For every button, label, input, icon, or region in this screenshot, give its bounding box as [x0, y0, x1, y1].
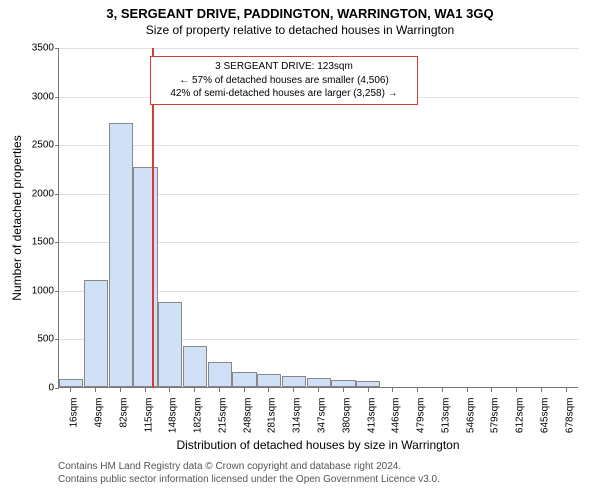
y-tick-label: 0	[14, 383, 54, 394]
bar	[356, 381, 380, 387]
bar	[282, 376, 306, 387]
bar	[109, 123, 133, 387]
bar	[208, 362, 232, 387]
x-tick-mark	[169, 388, 170, 392]
y-tick-label: 2000	[14, 188, 54, 199]
x-tick-mark	[318, 388, 319, 392]
x-axis-label: Distribution of detached houses by size …	[58, 438, 578, 452]
y-tick-label: 3500	[14, 43, 54, 54]
y-tick-mark	[55, 48, 59, 49]
y-tick-label: 3000	[14, 91, 54, 102]
x-tick-label: 678sqm	[564, 398, 575, 434]
x-tick-label: 347sqm	[317, 398, 328, 434]
x-tick-label: 380sqm	[341, 398, 352, 434]
grid-line	[59, 48, 579, 49]
x-tick-label: 413sqm	[366, 398, 377, 434]
x-tick-mark	[70, 388, 71, 392]
page-subtitle: Size of property relative to detached ho…	[0, 21, 600, 37]
bar	[183, 346, 207, 387]
x-tick-label: 49sqm	[94, 398, 105, 428]
x-tick-label: 82sqm	[118, 398, 129, 428]
x-tick-label: 248sqm	[242, 398, 253, 434]
y-tick-mark	[55, 97, 59, 98]
x-tick-mark	[145, 388, 146, 392]
x-tick-mark	[95, 388, 96, 392]
x-tick-mark	[343, 388, 344, 392]
bar	[59, 379, 83, 387]
chart-area: 3 SERGEANT DRIVE: 123sqm ← 57% of detach…	[58, 48, 578, 388]
y-tick-mark	[55, 145, 59, 146]
x-tick-label: 115sqm	[143, 398, 154, 433]
bar	[331, 380, 355, 387]
x-tick-label: 479sqm	[416, 398, 427, 434]
x-tick-label: 579sqm	[490, 398, 501, 434]
annotation-line1: 3 SERGEANT DRIVE: 123sqm	[159, 60, 409, 74]
bar	[133, 167, 157, 387]
x-tick-label: 314sqm	[292, 398, 303, 434]
bar	[257, 374, 281, 387]
x-tick-mark	[516, 388, 517, 392]
y-tick-label: 500	[14, 334, 54, 345]
y-tick-label: 2500	[14, 140, 54, 151]
y-axis-label: Number of detached properties	[10, 135, 24, 300]
x-tick-label: 281sqm	[267, 398, 278, 434]
y-tick-label: 1500	[14, 237, 54, 248]
y-tick-mark	[55, 339, 59, 340]
annotation-line3: 42% of semi-detached houses are larger (…	[159, 87, 409, 101]
y-tick-mark	[55, 291, 59, 292]
x-tick-mark	[244, 388, 245, 392]
x-tick-label: 446sqm	[391, 398, 402, 434]
x-tick-label: 612sqm	[515, 398, 526, 434]
x-tick-mark	[467, 388, 468, 392]
x-tick-label: 513sqm	[440, 398, 451, 434]
bar	[232, 372, 256, 387]
x-tick-mark	[417, 388, 418, 392]
bar	[307, 378, 331, 387]
x-tick-mark	[194, 388, 195, 392]
y-tick-label: 1000	[14, 285, 54, 296]
x-tick-mark	[368, 388, 369, 392]
x-tick-mark	[120, 388, 121, 392]
grid-line	[59, 145, 579, 146]
x-tick-mark	[293, 388, 294, 392]
x-tick-label: 16sqm	[69, 398, 80, 428]
annotation-line2: ← 57% of detached houses are smaller (4,…	[159, 74, 409, 88]
x-tick-mark	[268, 388, 269, 392]
footer: Contains HM Land Registry data © Crown c…	[58, 460, 440, 486]
x-tick-mark	[541, 388, 542, 392]
bar	[158, 302, 182, 387]
x-tick-label: 645sqm	[539, 398, 550, 434]
x-tick-mark	[566, 388, 567, 392]
x-tick-mark	[442, 388, 443, 392]
x-tick-label: 148sqm	[168, 398, 179, 434]
footer-line1: Contains HM Land Registry data © Crown c…	[58, 460, 440, 473]
x-tick-label: 546sqm	[465, 398, 476, 434]
annotation-box: 3 SERGEANT DRIVE: 123sqm ← 57% of detach…	[150, 56, 418, 105]
y-tick-mark	[55, 194, 59, 195]
x-tick-mark	[219, 388, 220, 392]
page-title: 3, SERGEANT DRIVE, PADDINGTON, WARRINGTO…	[0, 0, 600, 21]
x-tick-mark	[491, 388, 492, 392]
chart-container: 3, SERGEANT DRIVE, PADDINGTON, WARRINGTO…	[0, 0, 600, 500]
x-tick-label: 215sqm	[217, 398, 228, 434]
x-tick-mark	[392, 388, 393, 392]
footer-line2: Contains public sector information licen…	[58, 473, 440, 486]
y-tick-mark	[55, 242, 59, 243]
y-tick-mark	[55, 388, 59, 389]
x-tick-label: 182sqm	[193, 398, 204, 434]
bar	[84, 280, 108, 387]
